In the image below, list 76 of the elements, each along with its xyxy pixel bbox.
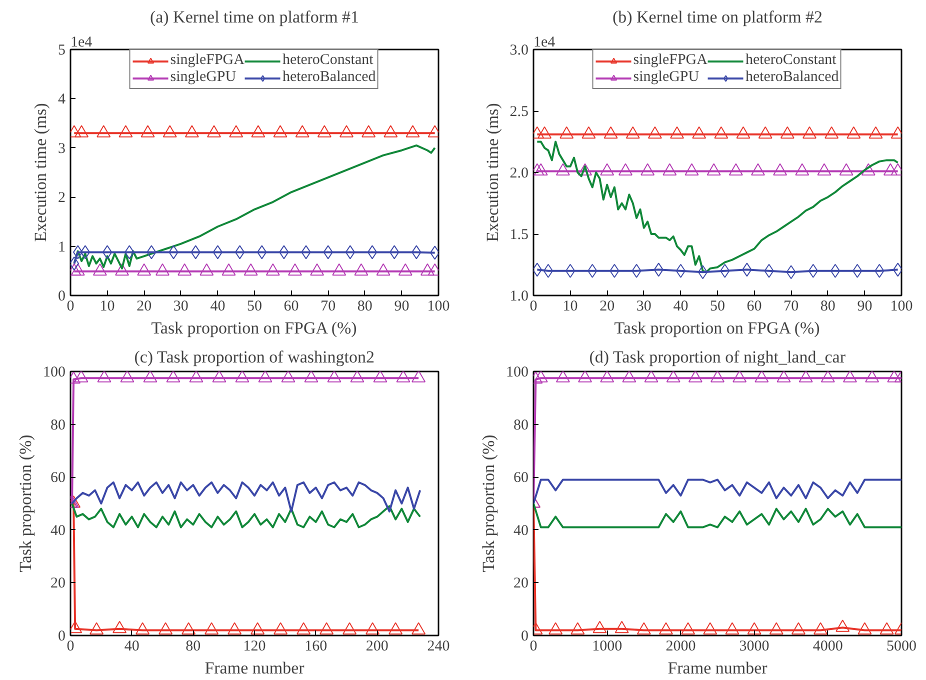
x-tick-label: 160 xyxy=(304,638,328,654)
annotation: 1e4 xyxy=(70,34,93,50)
x-tick-label: 4000 xyxy=(812,638,843,654)
x-tick-label: 200 xyxy=(366,638,388,654)
x-tick-label: 40 xyxy=(210,298,226,314)
y-tick-label: 3 xyxy=(58,140,66,157)
y-tick-label: 1.0 xyxy=(510,288,528,304)
legend-label: singleFPGA xyxy=(170,52,244,69)
legend-label: heteroBalanced xyxy=(745,69,839,86)
legend-label: heteroConstant xyxy=(745,52,836,69)
x-tick-label: 10 xyxy=(100,298,115,314)
chart-title: (b) Kernel time on platform #2 xyxy=(612,8,823,26)
y-tick-label: 0 xyxy=(521,628,528,644)
y-tick-label: 60 xyxy=(514,470,528,486)
y-tick-label: 2.5 xyxy=(510,104,528,120)
y-tick-label: 80 xyxy=(50,417,66,434)
x-tick-label: 80 xyxy=(820,298,836,314)
y-tick-label: 0 xyxy=(58,288,66,304)
legend-label: heteroBalanced xyxy=(282,69,376,86)
x-tick-label: 50 xyxy=(710,298,725,314)
x-tick-label: 3000 xyxy=(739,638,770,654)
x-tick-label: 5000 xyxy=(886,638,916,654)
chart-title: (a) Kernel time on platform #1 xyxy=(150,8,360,26)
x-tick-label: 240 xyxy=(427,638,450,654)
legend-label: singleGPU xyxy=(170,69,236,86)
chart-title: (c) Task proportion of washington2 xyxy=(134,348,374,366)
x-tick-label: 100 xyxy=(890,298,913,314)
y-tick-label: 40 xyxy=(514,522,528,539)
x-tick-label: 80 xyxy=(357,298,372,314)
x-axis-title: Frame number xyxy=(204,658,305,678)
x-tick-label: 90 xyxy=(394,298,410,314)
x-tick-label: 60 xyxy=(284,298,299,314)
x-axis-title: Task proportion on FPGA (%) xyxy=(614,318,820,338)
y-tick-label: 100 xyxy=(506,364,528,380)
y-tick-label: 1.5 xyxy=(510,227,528,243)
y-tick-label: 100 xyxy=(43,364,66,380)
x-tick-label: 20 xyxy=(136,298,152,314)
x-tick-label: 90 xyxy=(857,298,872,314)
y-tick-label: 40 xyxy=(50,522,66,539)
x-tick-label: 40 xyxy=(673,298,688,314)
annotation: 1e4 xyxy=(534,34,556,50)
x-tick-label: 40 xyxy=(124,638,140,654)
x-tick-label: 70 xyxy=(320,298,336,314)
chart-title: (d) Task proportion of night_land_car xyxy=(589,348,846,366)
x-tick-label: 120 xyxy=(243,638,266,654)
y-tick-label: 2.0 xyxy=(510,166,528,182)
y-tick-label: 1 xyxy=(58,239,66,256)
x-tick-label: 30 xyxy=(636,298,652,314)
y-tick-label: 3.0 xyxy=(510,42,528,58)
x-tick-label: 30 xyxy=(173,298,188,314)
y-tick-label: 5 xyxy=(58,42,66,58)
x-tick-label: 10 xyxy=(562,298,578,314)
x-tick-label: 80 xyxy=(186,638,201,654)
legend-label: singleGPU xyxy=(633,69,700,86)
legend-label: singleFPGA xyxy=(633,52,708,69)
x-tick-label: 50 xyxy=(247,298,262,314)
y-tick-label: 4 xyxy=(58,92,66,108)
x-tick-label: 70 xyxy=(784,298,799,314)
legend-label: heteroConstant xyxy=(282,52,374,69)
x-tick-label: 100 xyxy=(427,298,450,314)
y-axis-title: Execution time (ms) xyxy=(482,103,502,242)
x-tick-label: 2000 xyxy=(666,638,696,654)
y-tick-label: 60 xyxy=(50,470,66,486)
x-tick-label: 60 xyxy=(746,298,762,314)
x-tick-label: 1000 xyxy=(592,638,622,654)
y-tick-label: 80 xyxy=(514,417,528,434)
y-axis-title: Task proportion (%) xyxy=(16,434,35,572)
x-axis-title: Frame number xyxy=(668,658,768,678)
x-tick-label: 20 xyxy=(600,298,615,314)
y-tick-label: 0 xyxy=(58,628,66,644)
y-tick-label: 20 xyxy=(50,576,66,592)
y-axis-title: Task proportion (%) xyxy=(479,434,498,572)
y-tick-label: 2 xyxy=(58,190,66,206)
x-axis-title: Task proportion on FPGA (%) xyxy=(151,318,357,338)
y-tick-label: 20 xyxy=(514,576,528,592)
y-axis-title: Execution time (ms) xyxy=(31,103,50,242)
